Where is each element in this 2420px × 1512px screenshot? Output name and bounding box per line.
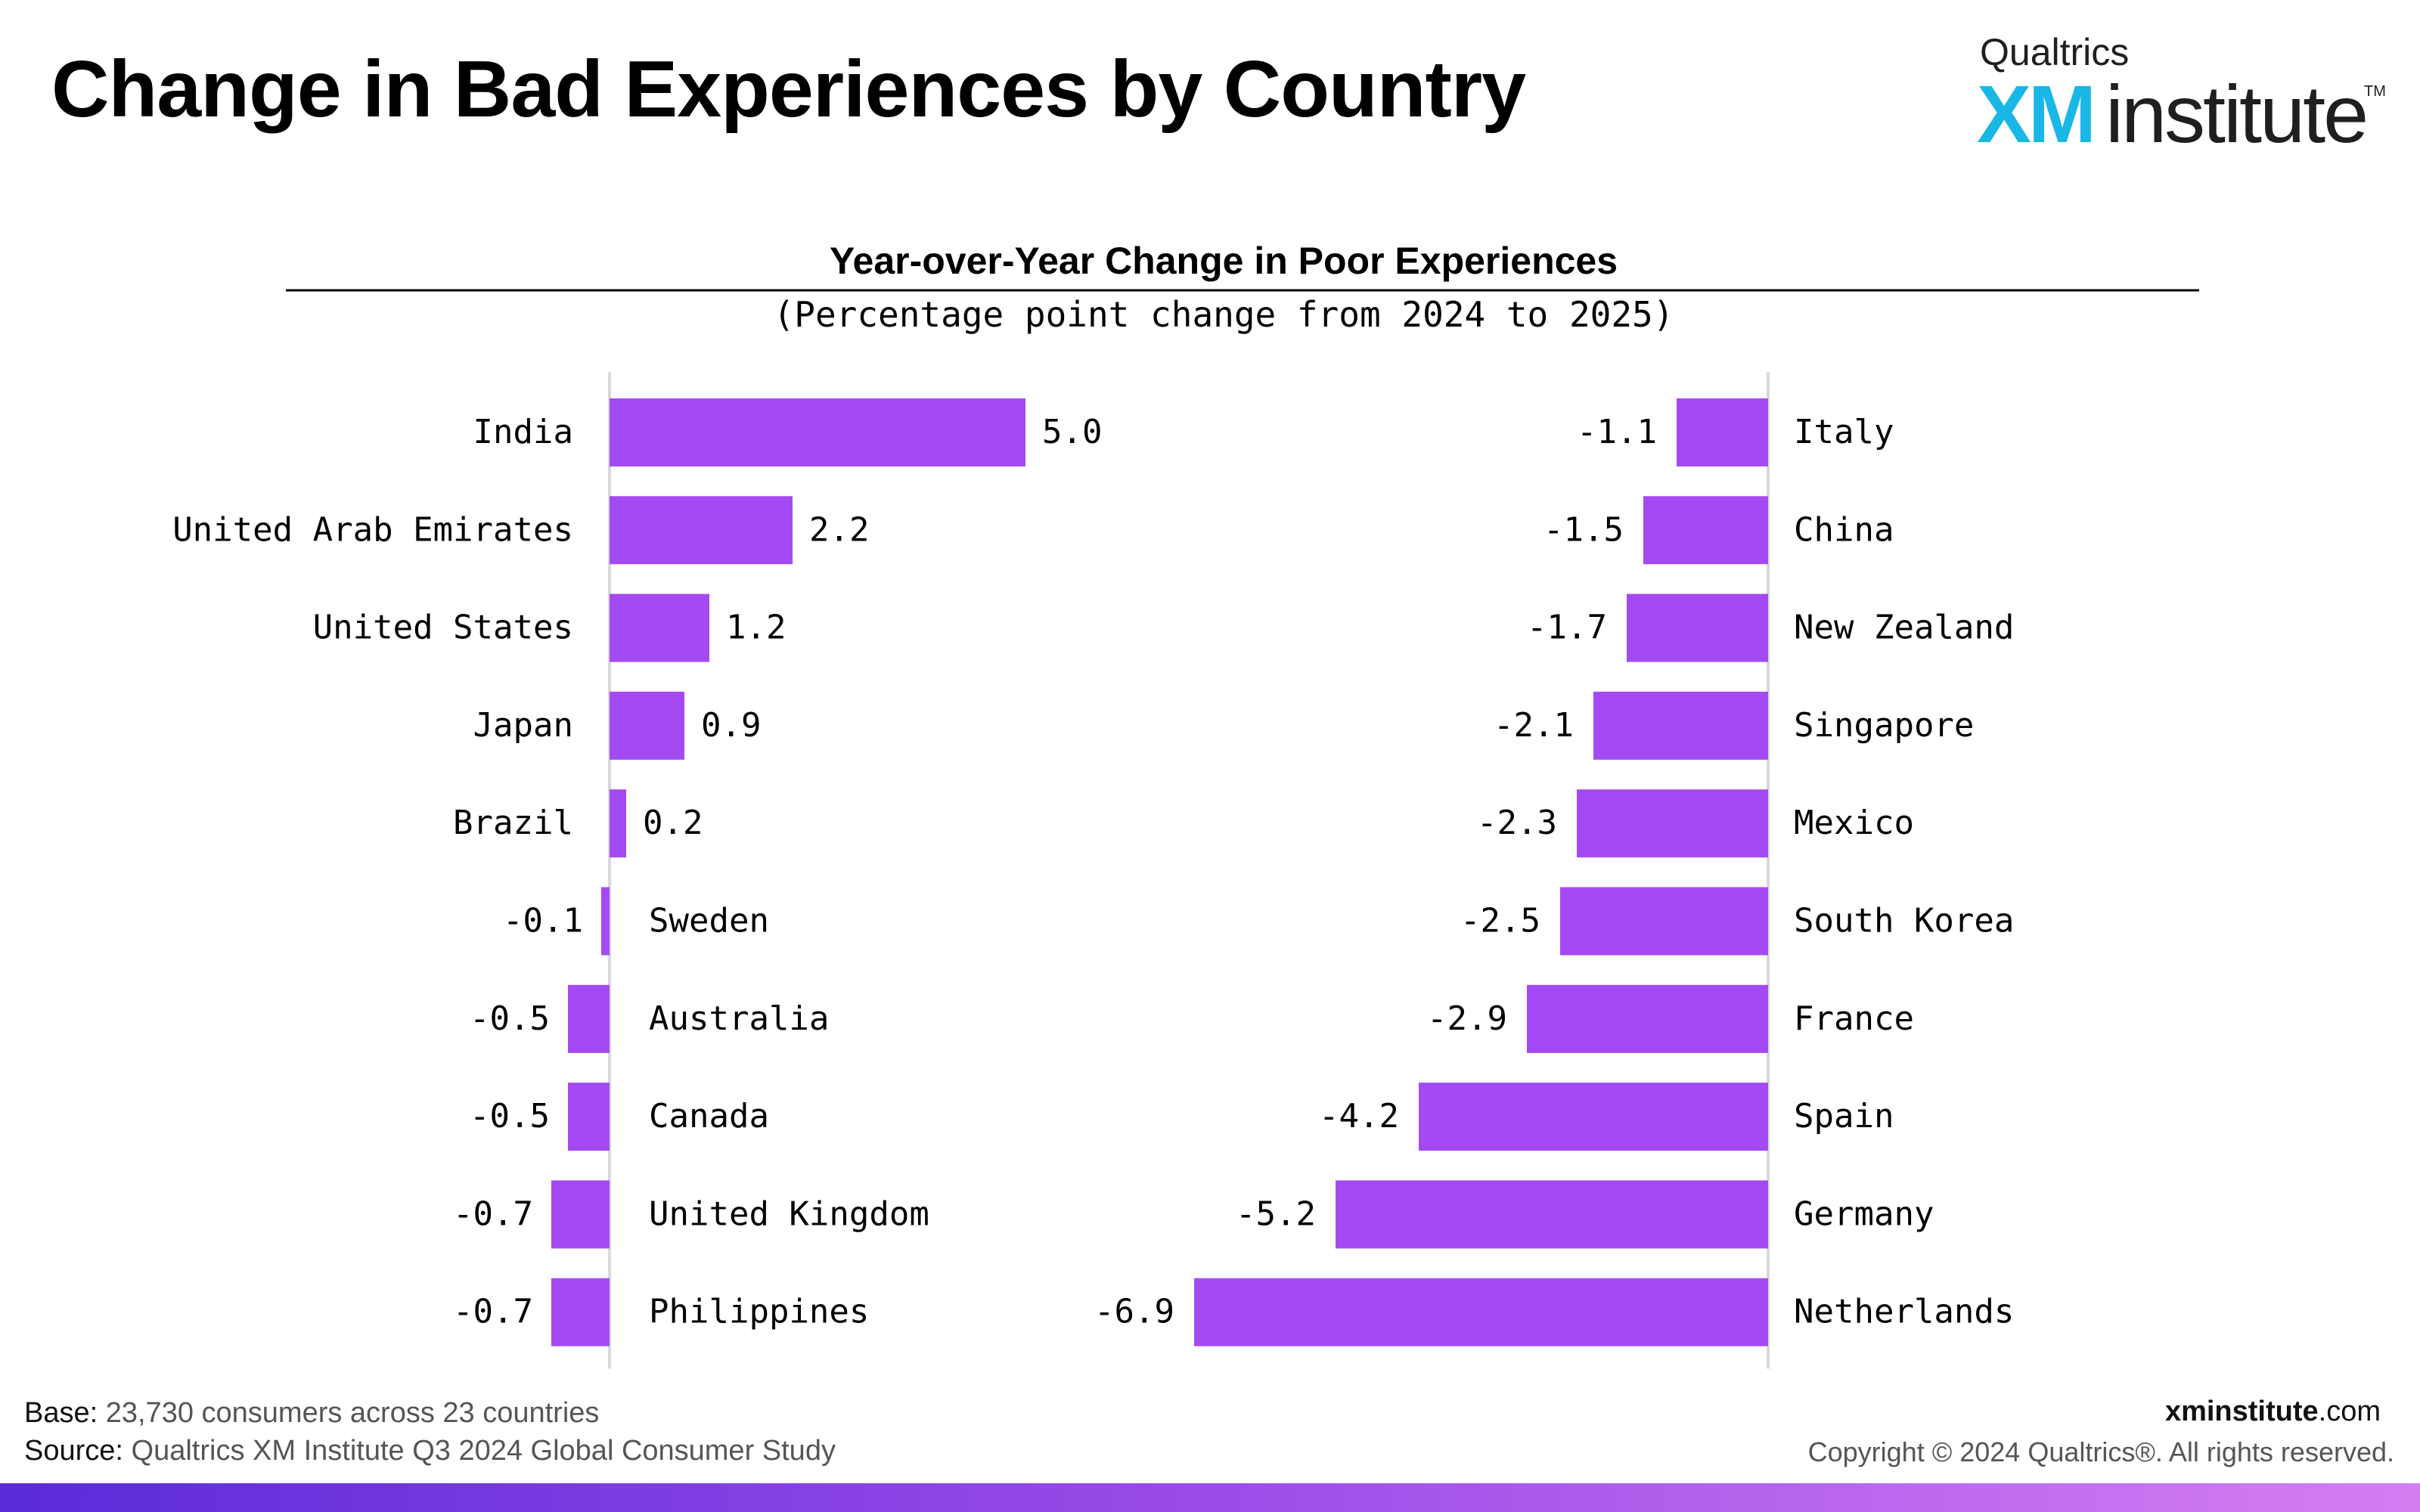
chart-area: Year-over-Year Change in Poor Experience… [172,240,2199,1369]
category-label: China [1794,510,1894,549]
site-bold: xminstitute [2164,1396,2319,1427]
logo-trademark: TM [2364,83,2386,100]
bar [1627,593,1768,662]
category-label: Sweden [649,902,769,940]
category-label: United Kingdom [649,1194,929,1233]
bar [610,496,793,565]
chart-title: Year-over-Year Change in Poor Experience… [830,240,1618,282]
data-label: -1.5 [1544,510,1624,549]
bar [1527,984,1768,1053]
bottom-gradient-bar [0,1483,2420,1512]
bar [601,887,610,956]
bar [610,593,709,662]
data-label: 1.2 [726,609,786,647]
data-label: -1.7 [1527,609,1607,647]
data-label: -0.5 [470,999,550,1038]
data-label: -0.7 [453,1293,533,1331]
category-label: France [1794,999,1914,1038]
category-label: Mexico [1794,804,1914,842]
bar [1336,1180,1768,1249]
site-rest: .com [2318,1396,2381,1427]
footer-base: Base: 23,730 consumers across 23 countri… [24,1397,599,1430]
category-label: Singapore [1794,706,1974,745]
data-label: -0.7 [453,1194,533,1233]
bar [610,691,684,760]
category-label: Canada [649,1097,769,1136]
logo-xm-text: XM [1977,68,2096,160]
data-label: 0.2 [643,804,703,842]
data-label: -6.9 [1094,1293,1174,1331]
data-label: -2.9 [1427,999,1507,1038]
footer-website-link[interactable]: xminstitute.com [2165,1396,2381,1428]
bar [610,789,626,858]
qualtrics-xm-institute-logo: Qualtrics XM institute TM [1977,30,2386,160]
category-label: Italy [1794,413,1894,451]
data-label: 5.0 [1042,413,1102,451]
data-label: -0.1 [503,902,583,940]
data-label: -1.1 [1577,413,1657,451]
base-label: Base: [24,1397,98,1429]
bar [1560,887,1768,956]
data-label: 0.9 [701,706,761,745]
bar [551,1180,610,1249]
bar [568,1083,610,1151]
category-label: Brazil [453,804,573,842]
base-text: 23,730 consumers across 23 countries [98,1397,600,1429]
data-label: -4.2 [1319,1097,1399,1136]
category-label: Germany [1794,1194,1934,1233]
chart-subtitle: (Percentage point change from 2024 to 20… [774,294,1674,335]
page-title: Change in Bad Experiences by Country [51,45,1526,134]
bar [1419,1083,1768,1151]
bar [568,984,610,1053]
bar [1194,1278,1768,1346]
bar [610,398,1025,466]
footer-copyright: Copyright © 2024 Qualtrics®. All rights … [1807,1436,2394,1467]
category-label: India [473,413,573,451]
category-label: Australia [649,999,829,1038]
bar [1577,789,1768,858]
bar [551,1278,610,1346]
bar [1643,496,1768,565]
data-label: 2.2 [809,510,869,549]
source-label: Source: [24,1435,123,1467]
source-text: Qualtrics XM Institute Q3 2024 Global Co… [123,1435,836,1467]
data-label: -2.1 [1494,706,1574,745]
data-label: -0.5 [470,1097,550,1136]
data-label: -2.3 [1477,804,1557,842]
bar [1677,398,1768,466]
footer-source: Source: Qualtrics XM Institute Q3 2024 G… [24,1435,836,1467]
category-label: South Korea [1794,902,2014,940]
logo-institute-text: institute [2105,68,2369,160]
category-label: Netherlands [1794,1293,2014,1331]
data-label: -5.2 [1236,1194,1316,1233]
category-label: Philippines [649,1293,869,1331]
category-label: United States [313,609,573,647]
logo-qualtrics-text: Qualtrics [1980,31,2130,73]
left-bar-chart: India 5.0 United Arab Emirates 2.2 United St… [172,372,1102,1369]
category-label: New Zealand [1794,609,2014,647]
bar [1593,691,1768,760]
category-label: Japan [473,706,573,745]
category-label: United Arab Emirates [172,510,573,549]
category-label: Spain [1794,1097,1894,1136]
data-label: -2.5 [1460,902,1540,940]
right-bar-chart: Italy -1.1 China -1.5 New Zealand -1.7 Singapo… [1094,372,2014,1369]
